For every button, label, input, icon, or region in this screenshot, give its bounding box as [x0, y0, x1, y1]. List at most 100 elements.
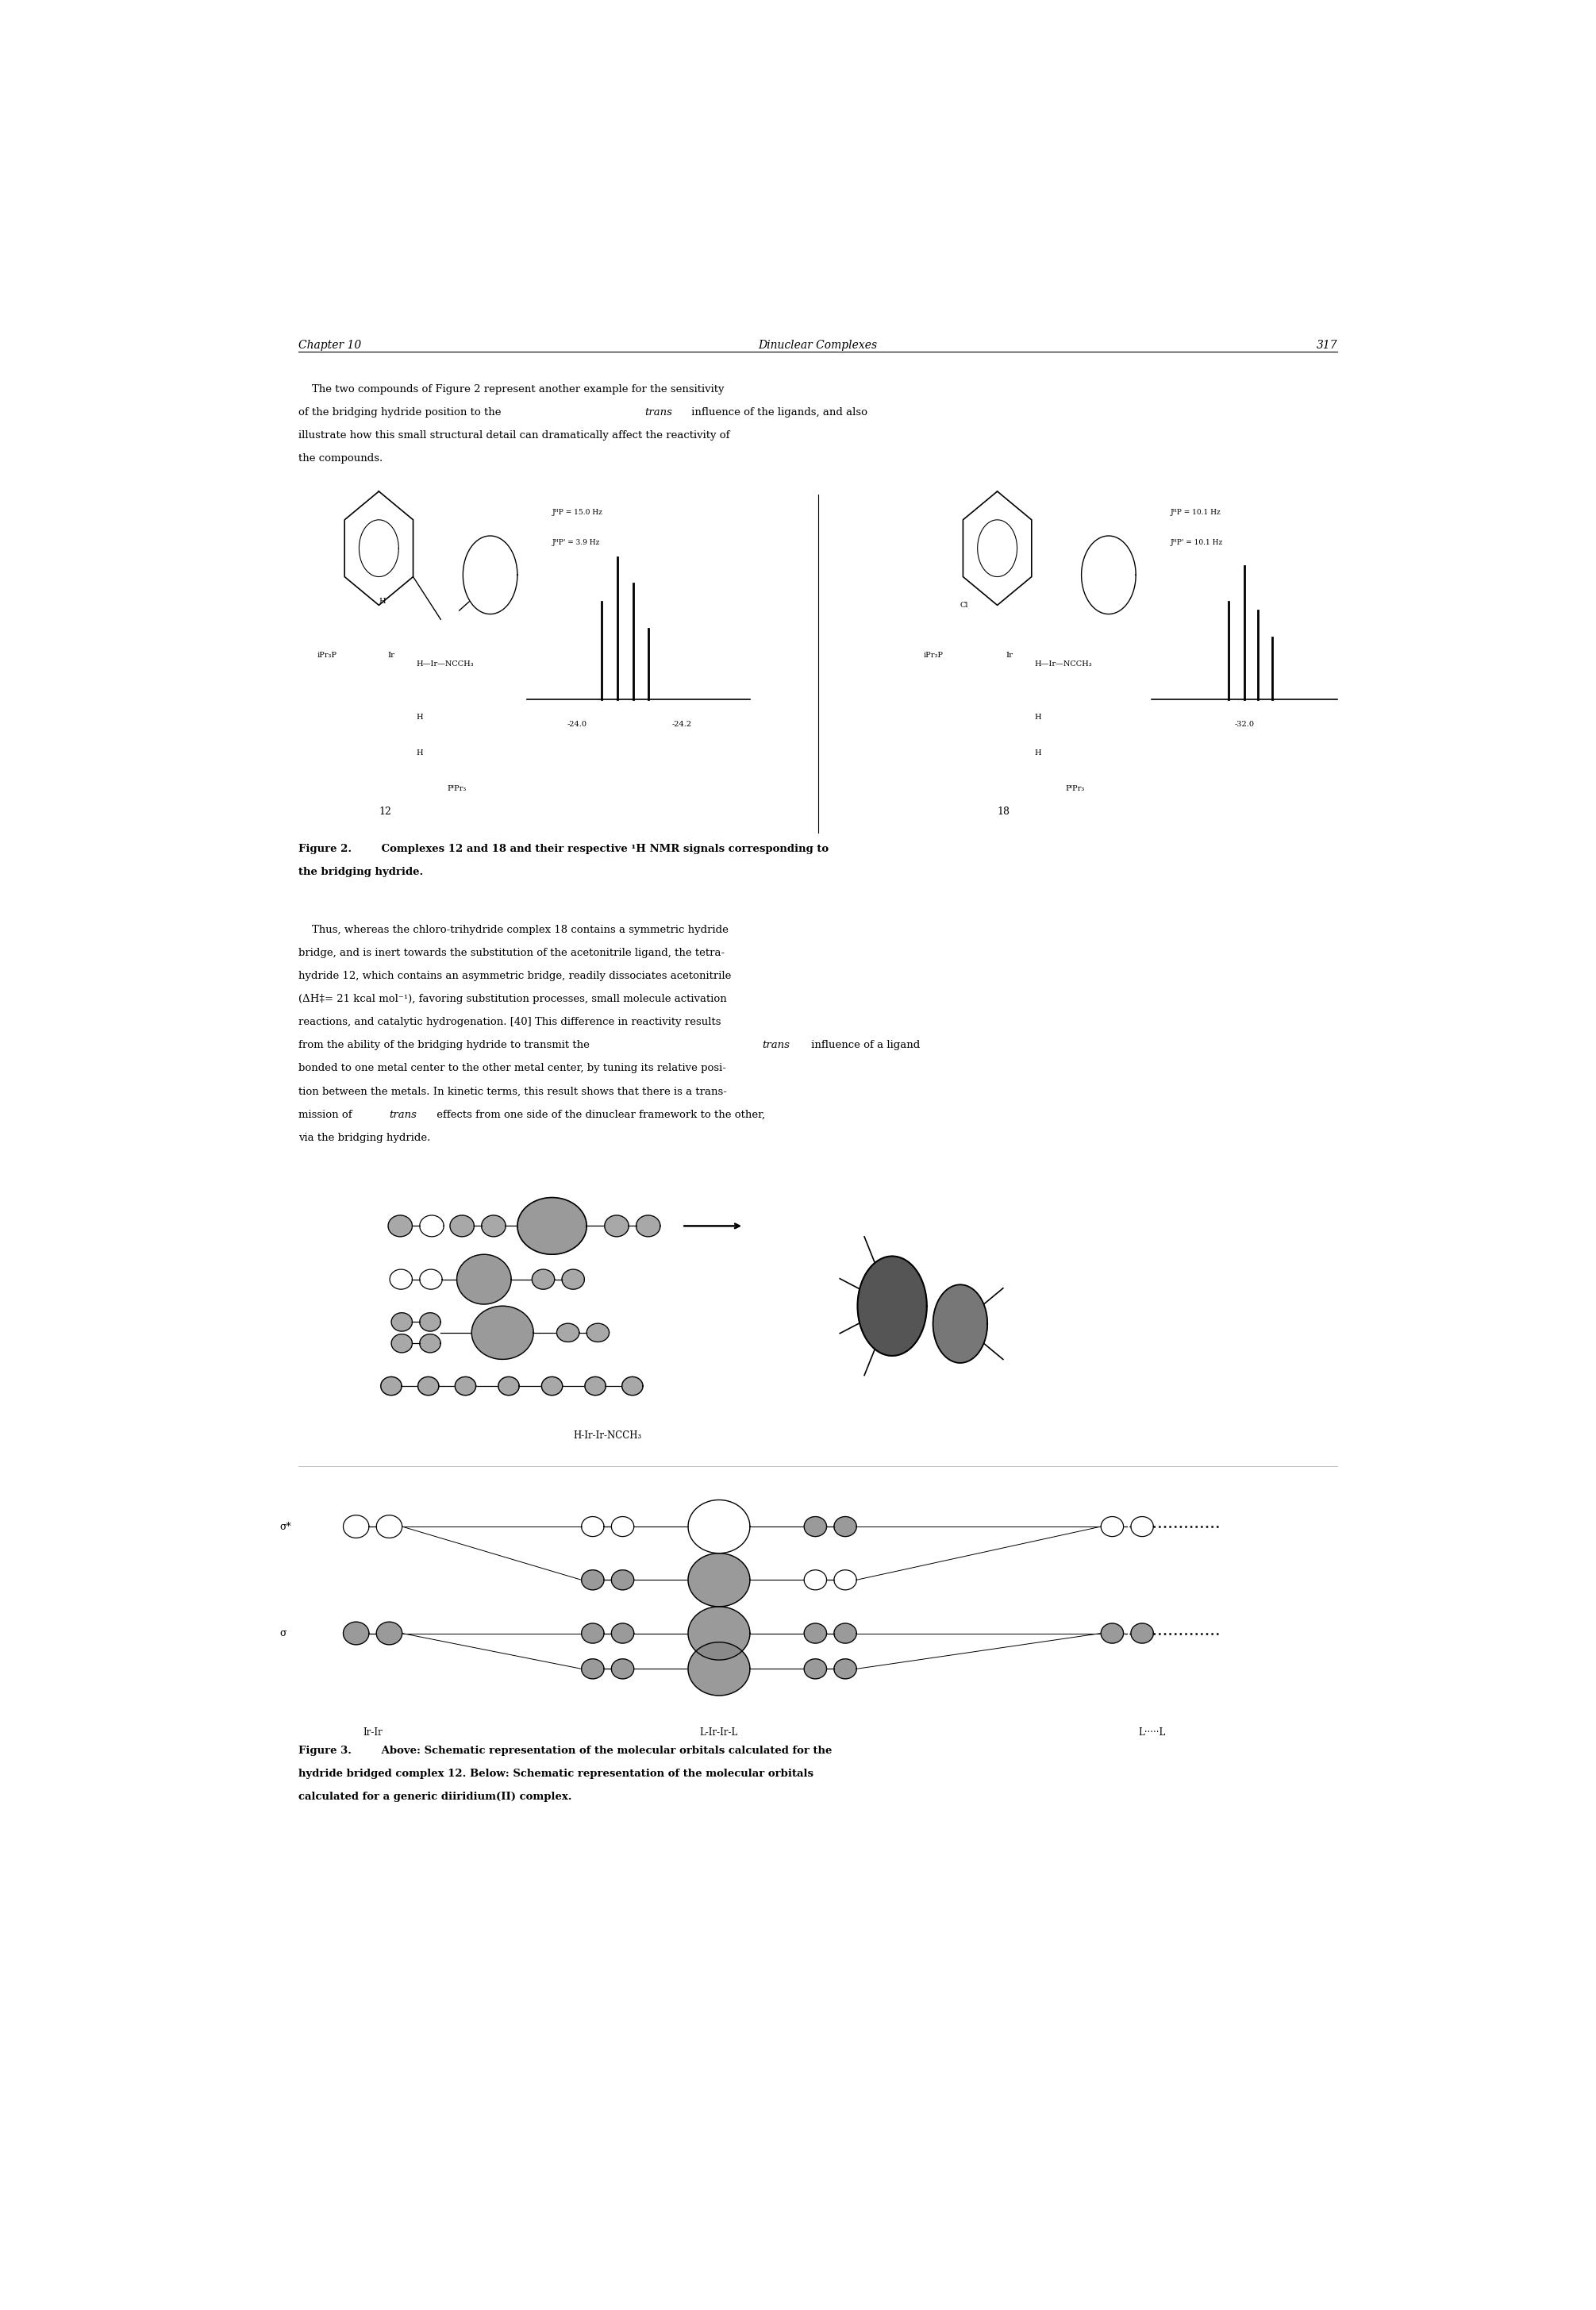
Polygon shape: [562, 1270, 584, 1289]
Polygon shape: [581, 1571, 603, 1589]
Text: -24.2: -24.2: [672, 721, 691, 728]
Text: σ*: σ*: [279, 1522, 292, 1532]
Text: trans: trans: [763, 1040, 790, 1051]
Text: JᴴP' = 10.1 Hz: JᴴP' = 10.1 Hz: [1170, 538, 1223, 547]
Text: hydride bridged complex 12. Below: Schematic representation of the molecular orb: hydride bridged complex 12. Below: Schem…: [298, 1769, 814, 1779]
Polygon shape: [482, 1215, 506, 1236]
Polygon shape: [581, 1659, 603, 1679]
Text: H—Ir—NCCH₃: H—Ir—NCCH₃: [417, 661, 474, 668]
Polygon shape: [557, 1324, 579, 1342]
Text: hydride 12, which contains an asymmetric bridge, readily dissociates acetonitril: hydride 12, which contains an asymmetric…: [298, 970, 731, 982]
Polygon shape: [835, 1659, 857, 1679]
Text: mission of: mission of: [298, 1109, 356, 1120]
Polygon shape: [420, 1335, 440, 1354]
Polygon shape: [450, 1215, 474, 1236]
Text: H: H: [1034, 714, 1041, 721]
Polygon shape: [343, 1622, 369, 1645]
Text: L·····L: L·····L: [1138, 1728, 1165, 1737]
Polygon shape: [388, 1215, 412, 1236]
Polygon shape: [381, 1377, 402, 1395]
Polygon shape: [1132, 1624, 1154, 1642]
Text: Thus, whereas the chloro-trihydride complex 18 contains a symmetric hydride: Thus, whereas the chloro-trihydride comp…: [298, 924, 728, 936]
Text: effects from one side of the dinuclear framework to the other,: effects from one side of the dinuclear f…: [433, 1109, 764, 1120]
Polygon shape: [688, 1642, 750, 1696]
Text: H—Ir—NCCH₃: H—Ir—NCCH₃: [1034, 661, 1092, 668]
Text: JᴴP = 10.1 Hz: JᴴP = 10.1 Hz: [1170, 508, 1221, 517]
Polygon shape: [391, 1312, 412, 1331]
Text: JᴴP = 15.0 Hz: JᴴP = 15.0 Hz: [552, 508, 603, 517]
Text: trans: trans: [389, 1109, 417, 1120]
Text: L-Ir-Ir-L: L-Ir-Ir-L: [701, 1728, 737, 1737]
Text: 317: 317: [1317, 340, 1337, 351]
Polygon shape: [420, 1312, 440, 1331]
Text: PᴵPr₃: PᴵPr₃: [447, 785, 466, 792]
Text: the compounds.: the compounds.: [298, 453, 383, 464]
Polygon shape: [541, 1377, 562, 1395]
Polygon shape: [584, 1377, 606, 1395]
Polygon shape: [637, 1215, 661, 1236]
Text: (ΔH‡= 21 kcal mol⁻¹), favoring substitution processes, small molecule activation: (ΔH‡= 21 kcal mol⁻¹), favoring substitut…: [298, 993, 726, 1005]
Text: 18: 18: [998, 806, 1010, 818]
Polygon shape: [611, 1659, 634, 1679]
Polygon shape: [345, 492, 413, 605]
Text: Ir: Ir: [388, 651, 394, 658]
Polygon shape: [455, 1377, 476, 1395]
Text: Complexes 12 and 18 and their respective ¹H NMR signals corresponding to: Complexes 12 and 18 and their respective…: [378, 843, 828, 855]
Polygon shape: [605, 1215, 629, 1236]
Text: JᴴP' = 3.9 Hz: JᴴP' = 3.9 Hz: [552, 538, 600, 547]
Polygon shape: [688, 1552, 750, 1605]
Polygon shape: [1101, 1624, 1124, 1642]
Polygon shape: [377, 1622, 402, 1645]
Polygon shape: [391, 1335, 412, 1354]
Text: H-Ir-Ir-NCCH₃: H-Ir-Ir-NCCH₃: [573, 1430, 642, 1441]
Polygon shape: [611, 1571, 634, 1589]
Text: reactions, and catalytic hydrogenation. [40] This difference in reactivity resul: reactions, and catalytic hydrogenation. …: [298, 1016, 721, 1028]
Text: Chapter 10: Chapter 10: [298, 340, 361, 351]
Text: of the bridging hydride position to the: of the bridging hydride position to the: [298, 407, 504, 418]
Polygon shape: [611, 1624, 634, 1642]
Polygon shape: [418, 1377, 439, 1395]
Text: bridge, and is inert towards the substitution of the acetonitrile ligand, the te: bridge, and is inert towards the substit…: [298, 947, 725, 959]
Text: via the bridging hydride.: via the bridging hydride.: [298, 1132, 431, 1143]
Text: H: H: [417, 714, 423, 721]
Polygon shape: [622, 1377, 643, 1395]
Text: calculated for a generic diiridium(II) complex.: calculated for a generic diiridium(II) c…: [298, 1793, 571, 1802]
Text: Above: Schematic representation of the molecular orbitals calculated for the: Above: Schematic representation of the m…: [378, 1746, 832, 1756]
Text: Ir-Ir: Ir-Ir: [362, 1728, 383, 1737]
Polygon shape: [587, 1324, 610, 1342]
Polygon shape: [835, 1518, 857, 1536]
Polygon shape: [804, 1518, 827, 1536]
Polygon shape: [463, 536, 517, 614]
Polygon shape: [934, 1284, 988, 1363]
Polygon shape: [472, 1305, 533, 1358]
Text: iPr₃P: iPr₃P: [318, 651, 337, 658]
Text: H: H: [417, 748, 423, 755]
Text: Ir: Ir: [1005, 651, 1013, 658]
Text: influence of a ligand: influence of a ligand: [808, 1040, 921, 1051]
Text: bonded to one metal center to the other metal center, by tuning its relative pos: bonded to one metal center to the other …: [298, 1063, 726, 1074]
Text: 12: 12: [378, 806, 391, 818]
Text: PᴵPr₃: PᴵPr₃: [1066, 785, 1085, 792]
Text: influence of the ligands, and also: influence of the ligands, and also: [688, 407, 868, 418]
Text: -32.0: -32.0: [1235, 721, 1254, 728]
Polygon shape: [581, 1624, 603, 1642]
Polygon shape: [517, 1197, 587, 1254]
Text: The two compounds of Figure 2 represent another example for the sensitivity: The two compounds of Figure 2 represent …: [298, 383, 725, 395]
Polygon shape: [456, 1254, 511, 1305]
Text: Figure 3.: Figure 3.: [298, 1746, 351, 1756]
Polygon shape: [835, 1624, 857, 1642]
Polygon shape: [531, 1270, 554, 1289]
Text: Cl: Cl: [961, 601, 969, 610]
Text: H: H: [378, 598, 386, 605]
Text: illustrate how this small structural detail can dramatically affect the reactivi: illustrate how this small structural det…: [298, 430, 729, 441]
Text: tion between the metals. In kinetic terms, this result shows that there is a tra: tion between the metals. In kinetic term…: [298, 1086, 726, 1097]
Polygon shape: [688, 1608, 750, 1661]
Text: σ: σ: [279, 1629, 287, 1638]
Text: trans: trans: [645, 407, 672, 418]
Text: Dinuclear Complexes: Dinuclear Complexes: [758, 340, 878, 351]
Text: iPr₃P: iPr₃P: [922, 651, 943, 658]
Polygon shape: [804, 1624, 827, 1642]
Polygon shape: [857, 1257, 927, 1356]
Text: -24.0: -24.0: [567, 721, 587, 728]
Polygon shape: [804, 1659, 827, 1679]
